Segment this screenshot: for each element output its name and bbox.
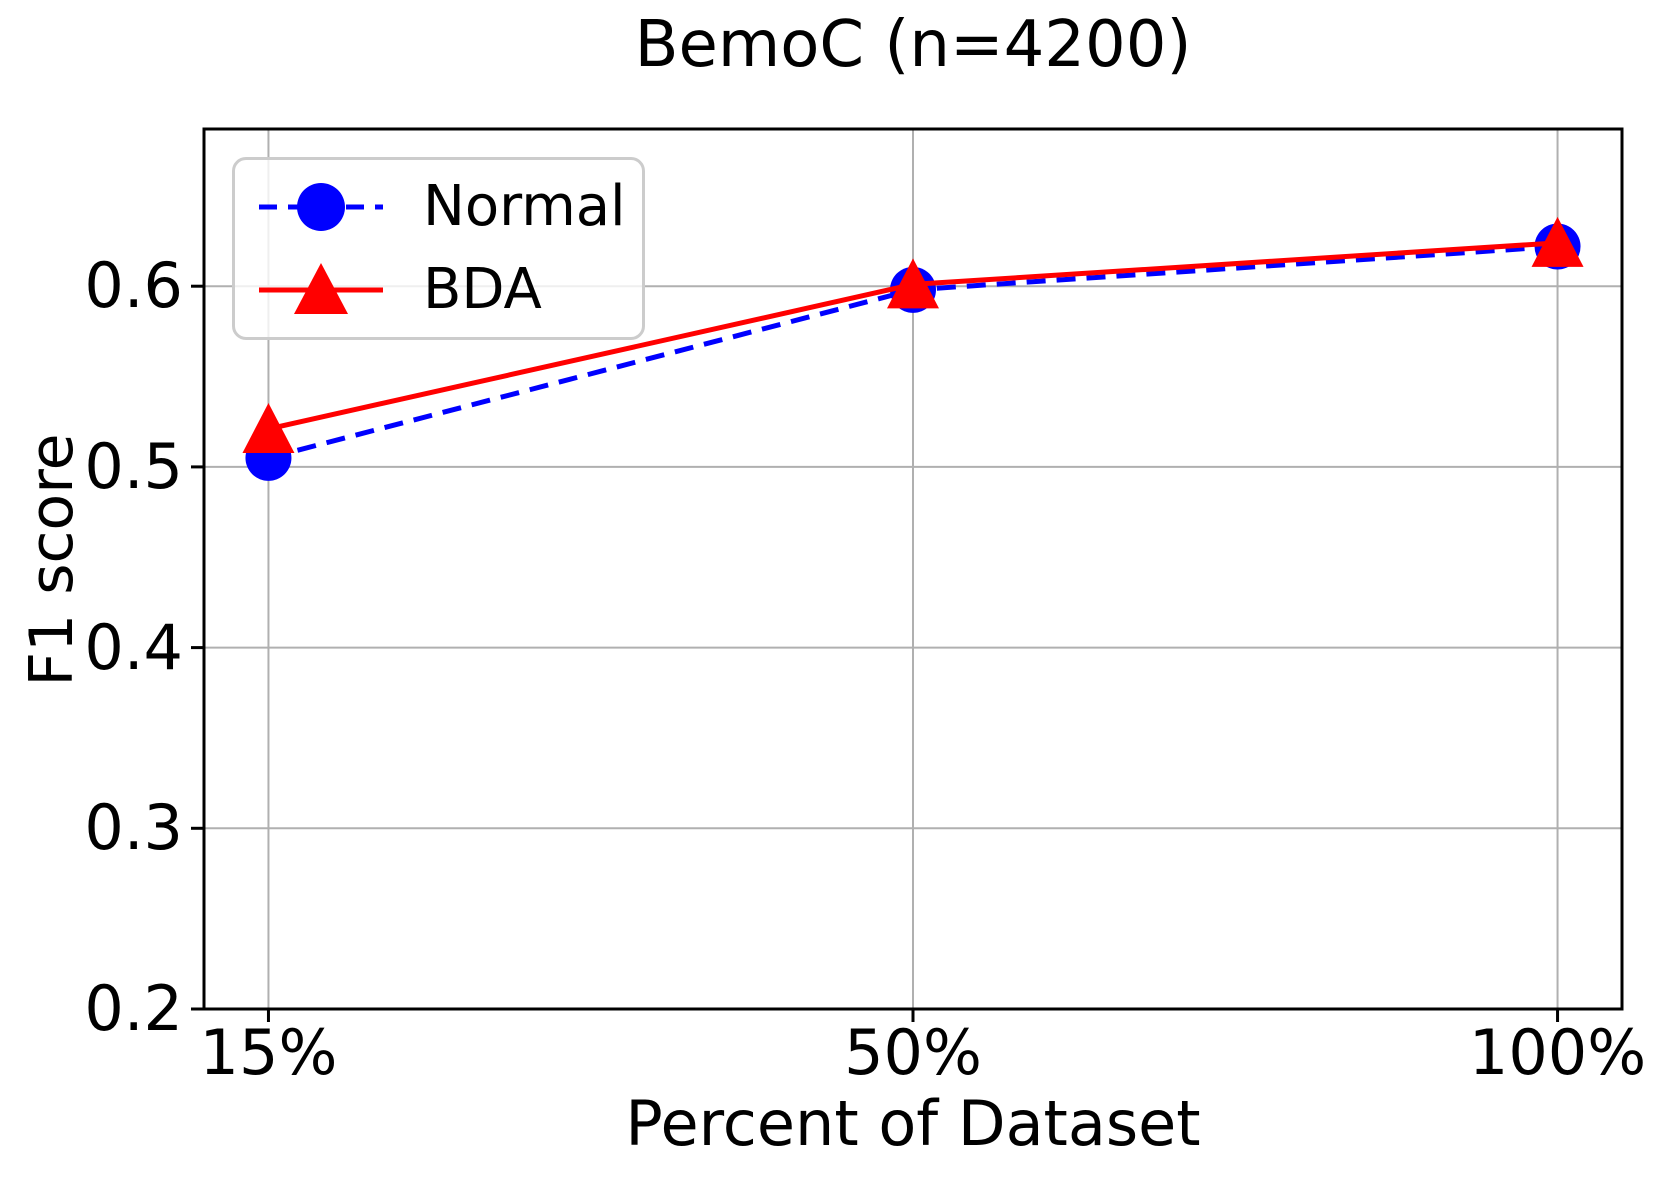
legend-item-normal: Normal bbox=[253, 166, 642, 249]
y-tick-label-0.3: 0.3 bbox=[84, 791, 183, 865]
legend-sample-normal-icon bbox=[259, 183, 383, 231]
legend-label-bda: BDA bbox=[423, 257, 542, 322]
legend-label-normal: Normal bbox=[423, 174, 626, 239]
x-tick-label-100: 100% bbox=[1468, 1016, 1647, 1089]
y-tick-label-0.6: 0.6 bbox=[84, 249, 183, 323]
x-tick-label-50: 50% bbox=[844, 1016, 982, 1089]
legend-item-bda: BDA bbox=[253, 249, 642, 332]
legend-sample-bda-icon bbox=[259, 263, 383, 314]
y-tick-label-0.2: 0.2 bbox=[84, 972, 183, 1045]
legend: Normal BDA bbox=[232, 157, 645, 340]
x-axis-label: Percent of Dataset bbox=[625, 1087, 1201, 1160]
y-tick-label-0.4: 0.4 bbox=[84, 610, 183, 684]
y-tick-label-0.5: 0.5 bbox=[84, 429, 183, 503]
x-tick-label-15: 15% bbox=[199, 1016, 338, 1089]
chart-title: BemoC (n=4200) bbox=[634, 8, 1192, 82]
